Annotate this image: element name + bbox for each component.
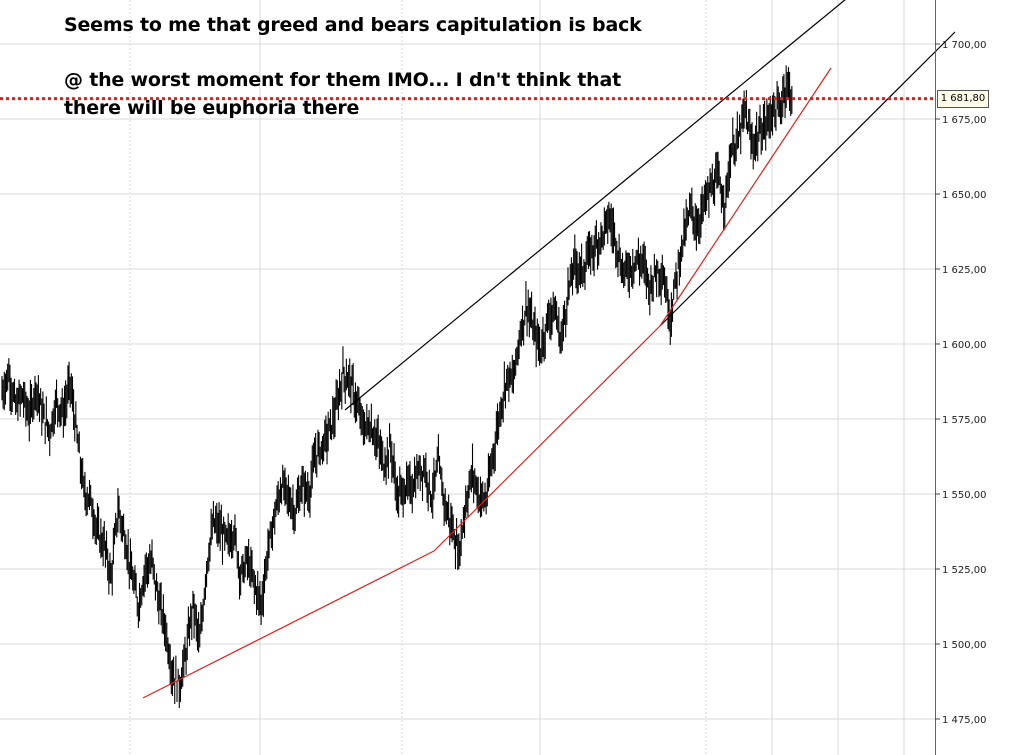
y-tick-label: 1 700,00 bbox=[942, 40, 987, 51]
y-tick-label: 1 550,00 bbox=[942, 490, 987, 501]
current-price-label: 1 681,80 bbox=[937, 89, 989, 108]
y-tick-label: 1 500,00 bbox=[942, 640, 987, 651]
y-tick-label: 1 600,00 bbox=[942, 340, 987, 351]
y-tick-label: 1 475,00 bbox=[942, 715, 987, 726]
black-trendline bbox=[344, 0, 846, 411]
y-tick-label: 1 575,00 bbox=[942, 415, 987, 426]
y-tick-label: 1 675,00 bbox=[942, 115, 987, 126]
price-series bbox=[1, 65, 793, 708]
y-tick-label: 1 525,00 bbox=[942, 565, 987, 576]
annotation-line-3: there will be euphoria there bbox=[64, 97, 360, 119]
red-trendline bbox=[142, 550, 435, 699]
red-trendline bbox=[659, 67, 832, 327]
y-tick-label: 1 625,00 bbox=[942, 265, 987, 276]
y-tick-label: 1 650,00 bbox=[942, 190, 987, 201]
red-trendline bbox=[433, 325, 661, 552]
black-trendline bbox=[659, 31, 956, 327]
annotation-line-2: @ the worst moment for them IMO... I dn'… bbox=[64, 69, 621, 91]
grid-lines bbox=[0, 0, 935, 755]
y-axis: 1 475,00 1 500,00 1 525,00 1 550,00 1 575,00… bbox=[935, 40, 987, 726]
annotation-line-1: Seems to me that greed and bears capitul… bbox=[64, 14, 642, 36]
trendlines bbox=[142, 0, 956, 699]
